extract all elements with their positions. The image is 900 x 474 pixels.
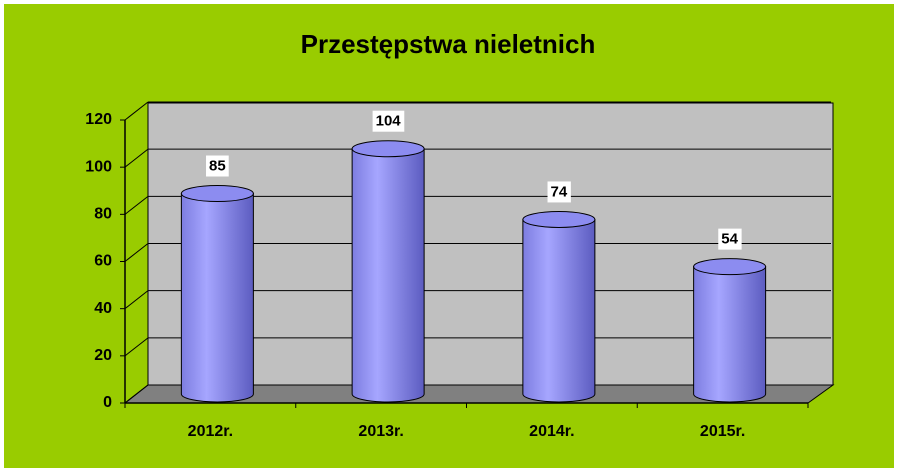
x-tick-label: 2015r. — [700, 423, 745, 440]
x-tick-label: 2014r. — [529, 423, 574, 440]
side-grid-line — [124, 384, 149, 404]
y-tick-label: 20 — [94, 347, 112, 364]
value-label-box — [718, 228, 742, 250]
bar — [180, 193, 254, 403]
y-tick-label: 40 — [94, 300, 112, 317]
y-tick-label: 120 — [85, 111, 112, 128]
x-tick-label: 2012r. — [188, 423, 233, 440]
side-grid-line — [124, 290, 149, 310]
y-tick-label: 80 — [94, 206, 112, 223]
y-tick-label: 100 — [85, 158, 112, 175]
side-grid-line — [124, 101, 149, 121]
bar-top — [180, 185, 254, 203]
value-label: 54 — [721, 231, 738, 248]
chart-title: Przestępstwa nieletnich — [301, 29, 596, 59]
bar-top — [693, 258, 767, 276]
x-tick-label: 2013r. — [358, 423, 403, 440]
bar — [693, 266, 767, 403]
y-tick-label: 0 — [103, 394, 112, 411]
side-grid-line — [124, 243, 149, 262]
bar — [351, 148, 425, 403]
value-label-box — [206, 155, 229, 177]
value-label-box — [372, 110, 405, 132]
bar-top — [522, 210, 596, 228]
side-grid-line — [124, 148, 149, 168]
side-grid-line — [124, 195, 149, 215]
bar-top — [351, 140, 425, 158]
value-label: 74 — [551, 183, 568, 200]
value-label: 104 — [376, 113, 402, 130]
side-grid-line — [124, 337, 149, 357]
bar — [522, 218, 596, 403]
y-tick-label: 60 — [94, 253, 112, 270]
value-label: 85 — [209, 158, 226, 175]
value-label-box — [547, 181, 571, 203]
